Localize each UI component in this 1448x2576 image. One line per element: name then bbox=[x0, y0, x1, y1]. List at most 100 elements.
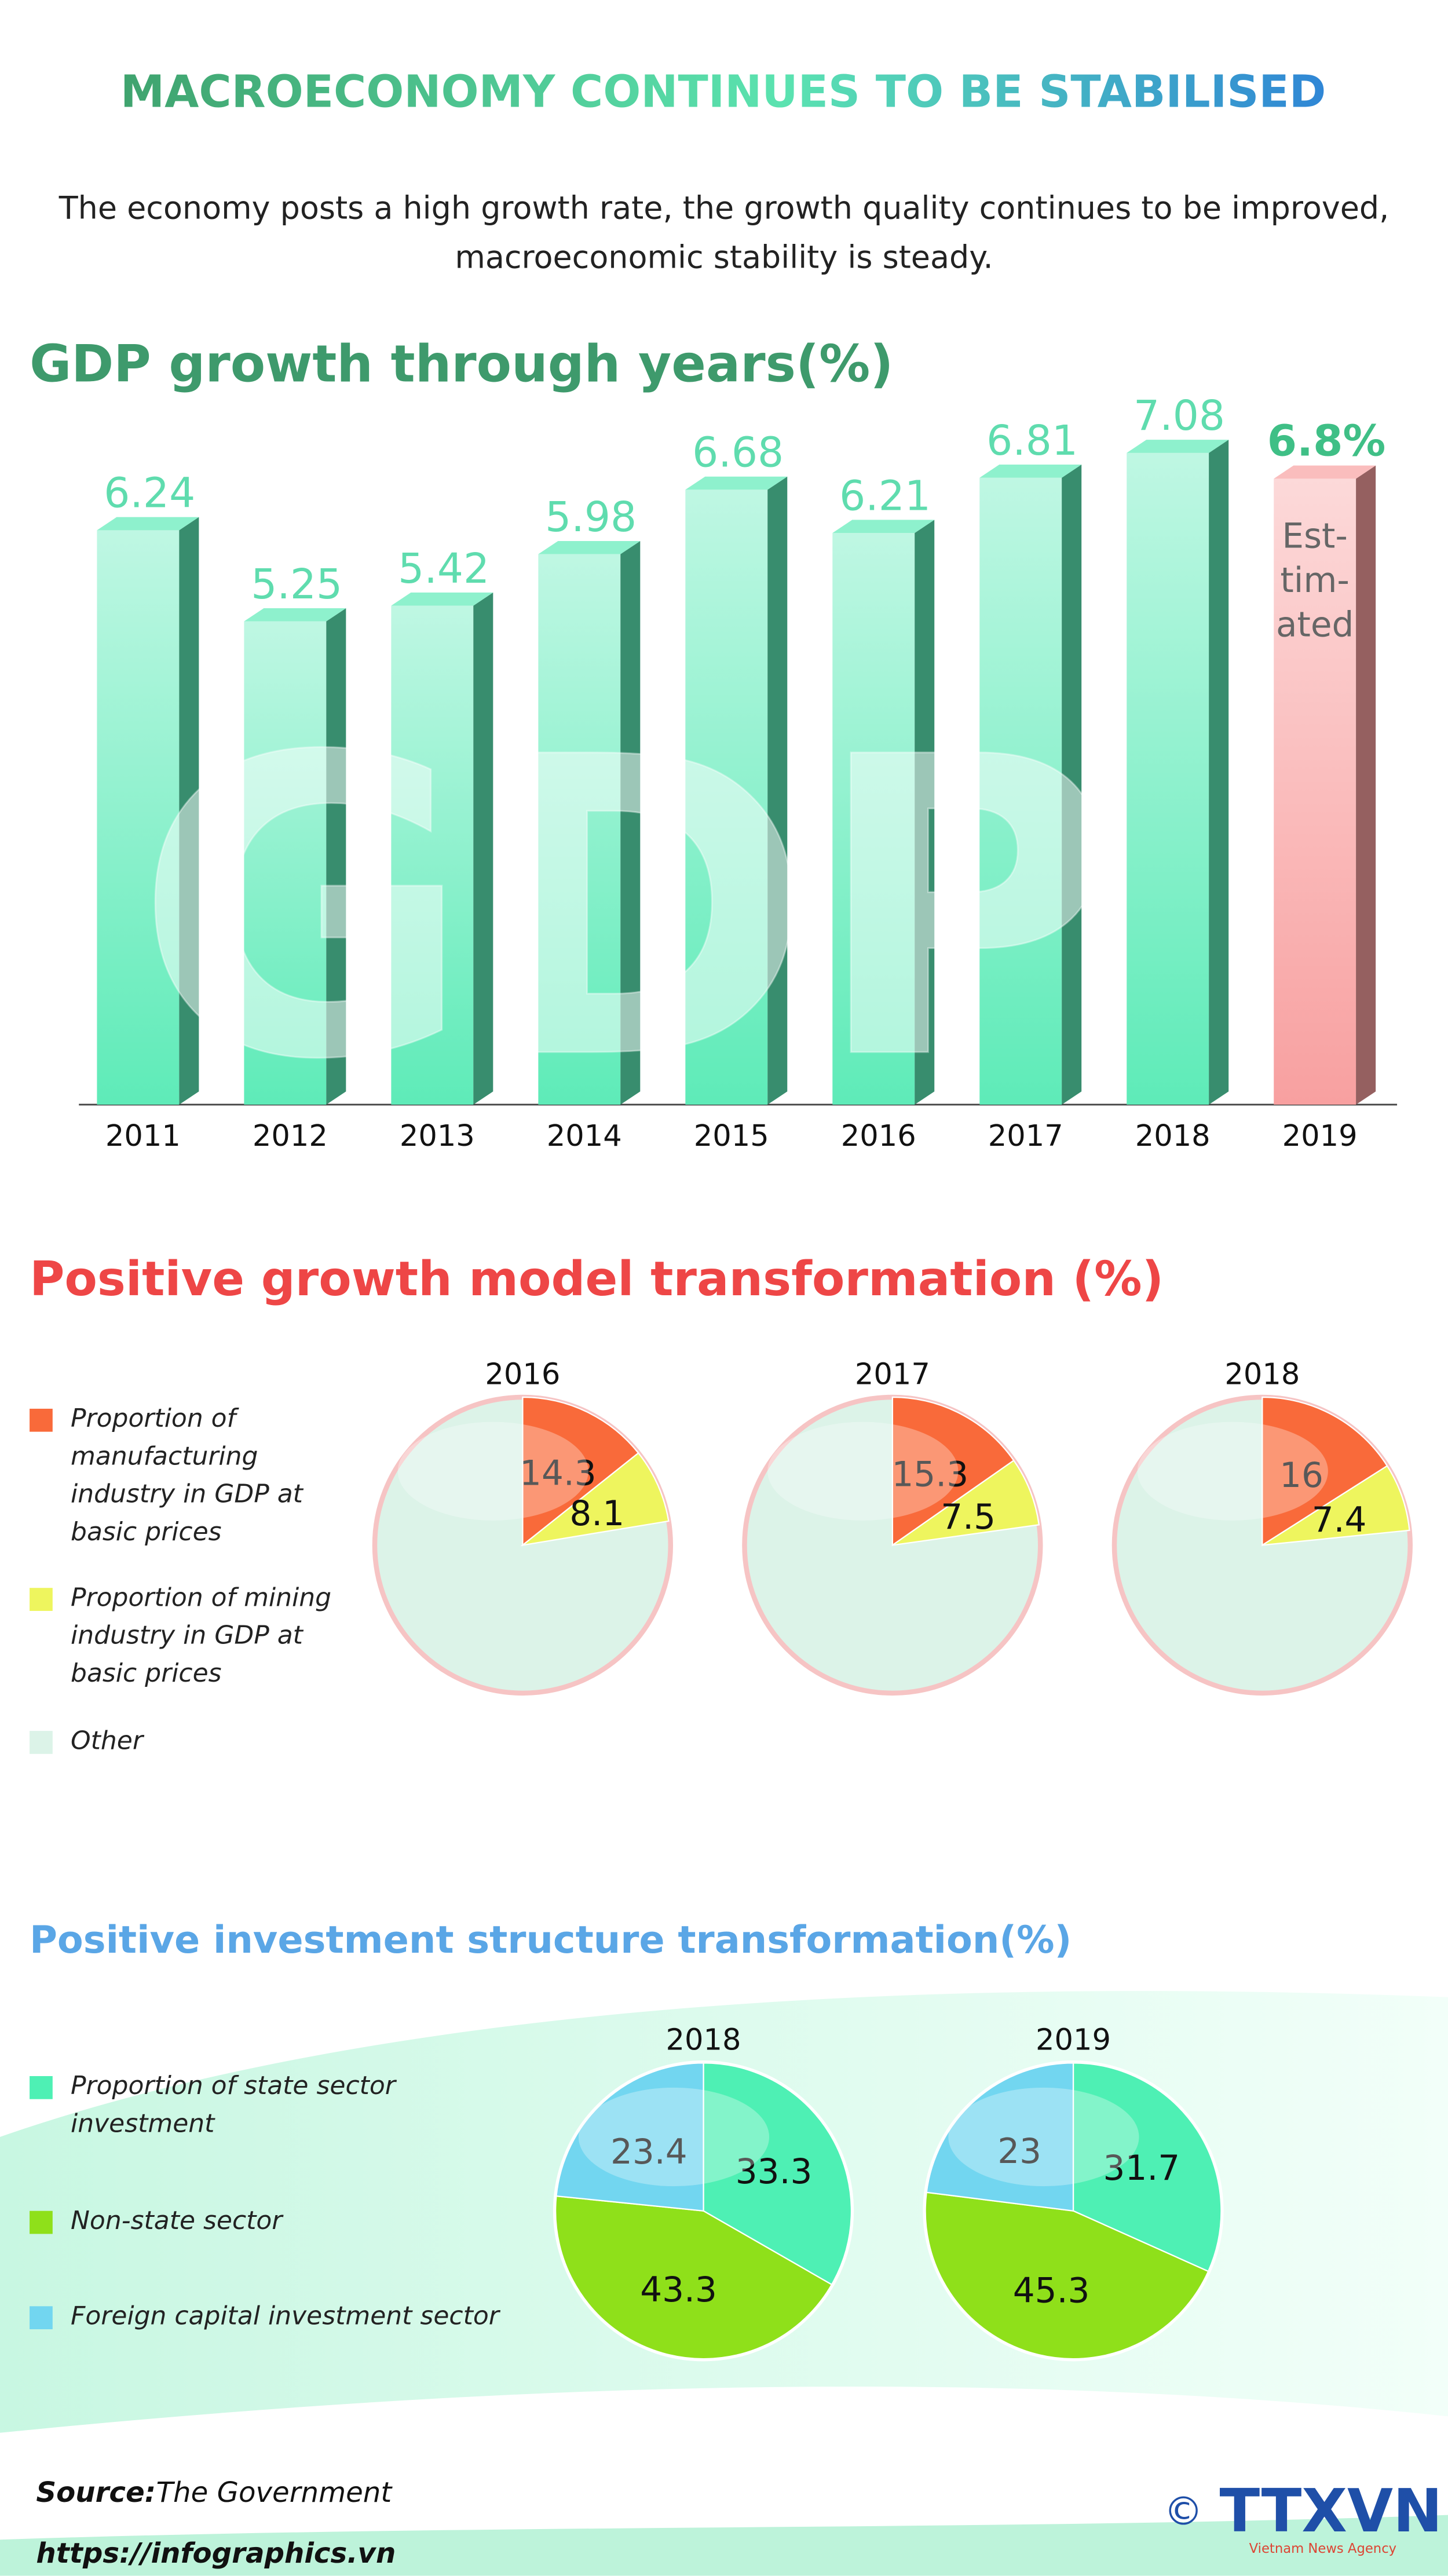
legend-text: Proportion of manufacturing industry in … bbox=[71, 1404, 303, 1547]
annotation: ated bbox=[1276, 605, 1354, 645]
pie-title: 2017 bbox=[855, 1357, 930, 1391]
bar-top bbox=[391, 592, 493, 606]
bar bbox=[832, 533, 915, 1105]
page-title: MACROECONOMY CONTINUES TO BE STABILISED bbox=[120, 66, 1326, 118]
legend-text: Non-state sector bbox=[71, 2206, 283, 2236]
bar-side bbox=[179, 517, 199, 1105]
pie-gloss bbox=[1137, 1422, 1328, 1521]
x-tick-label: 2016 bbox=[841, 1119, 916, 1153]
legend-swatch bbox=[30, 1731, 53, 1754]
data-label: 14.3 bbox=[520, 1454, 597, 1494]
pie-slice bbox=[522, 1396, 639, 1547]
data-label: 5.98 bbox=[545, 493, 637, 541]
x-tick-label: 2014 bbox=[547, 1119, 622, 1153]
section-title: Positive growth model transformation (%) bbox=[30, 1252, 1164, 1307]
data-label: 5.25 bbox=[251, 560, 342, 608]
legend-swatch bbox=[30, 2210, 53, 2234]
bar bbox=[1127, 452, 1209, 1105]
data-label: 7.08 bbox=[1133, 392, 1225, 440]
x-tick-label: 2019 bbox=[1282, 1119, 1358, 1153]
legend-text: Other bbox=[71, 1726, 143, 1756]
bar bbox=[538, 554, 621, 1105]
data-label: 6.8% bbox=[1267, 417, 1386, 466]
pie-slice bbox=[1261, 1396, 1388, 1547]
bar-side bbox=[620, 540, 641, 1105]
legend-text: Proportion of mining industry in GDP at … bbox=[71, 1583, 332, 1689]
annotation: tim- bbox=[1280, 561, 1349, 601]
subtitle: The economy posts a high growth rate, th… bbox=[58, 191, 1390, 276]
pie-slice bbox=[555, 2195, 833, 2360]
chart-title: GDP growth through years(%) bbox=[30, 334, 893, 393]
agency: Vietnam News Agency bbox=[1249, 2541, 1396, 2556]
bar bbox=[685, 489, 768, 1105]
legend-swatch bbox=[30, 2076, 53, 2099]
source-label: Source: bbox=[36, 2476, 156, 2509]
pie-slice bbox=[555, 2062, 704, 2212]
bar-top bbox=[538, 540, 641, 554]
pie-gloss bbox=[948, 2087, 1139, 2187]
pie-slice bbox=[703, 2062, 853, 2286]
bar-top bbox=[97, 517, 199, 531]
bar bbox=[979, 477, 1062, 1105]
pie-title: 2019 bbox=[1036, 2023, 1111, 2058]
bar bbox=[1274, 478, 1356, 1105]
bar-top bbox=[1274, 465, 1376, 479]
data-label: 15.3 bbox=[891, 1455, 968, 1495]
legend-swatch bbox=[30, 2306, 53, 2330]
pie-title: 2016 bbox=[485, 1357, 560, 1391]
watermark: GDP bbox=[135, 671, 1114, 1149]
annotation: Est- bbox=[1282, 517, 1348, 557]
pie-slice bbox=[891, 1396, 1015, 1547]
x-tick-label: 2015 bbox=[694, 1119, 769, 1153]
bar-top bbox=[979, 465, 1082, 478]
pie-gloss bbox=[397, 1422, 588, 1521]
bar-side bbox=[915, 520, 935, 1105]
pie-slice bbox=[892, 1459, 1040, 1546]
data-label: 7.4 bbox=[1312, 1500, 1367, 1540]
data-label: 6.24 bbox=[104, 469, 195, 517]
bar-top bbox=[685, 476, 788, 490]
pie-slice bbox=[1072, 2062, 1222, 2272]
pie-slice bbox=[926, 2062, 1074, 2212]
data-label: 23.4 bbox=[610, 2132, 688, 2172]
data-label: 5.42 bbox=[398, 545, 489, 593]
data-label: 6.68 bbox=[692, 429, 784, 477]
pie-gloss bbox=[767, 1422, 959, 1521]
footer-band bbox=[0, 2515, 1448, 2576]
pie-title: 2018 bbox=[1224, 1357, 1300, 1391]
bar-top bbox=[1127, 440, 1229, 453]
pie-gloss bbox=[578, 2087, 770, 2187]
bar-side bbox=[326, 608, 346, 1105]
x-tick-label: 2011 bbox=[105, 1119, 181, 1153]
data-label: 45.3 bbox=[1013, 2271, 1090, 2311]
x-tick-label: 2012 bbox=[253, 1119, 328, 1153]
data-label: 23 bbox=[997, 2132, 1041, 2172]
legend-text: Proportion of state sector investment bbox=[71, 2071, 396, 2139]
data-label: 31.7 bbox=[1103, 2149, 1180, 2188]
x-tick-label: 2013 bbox=[400, 1119, 475, 1153]
bar bbox=[97, 530, 180, 1105]
bar-side bbox=[1209, 440, 1229, 1105]
data-label: 6.81 bbox=[986, 416, 1078, 465]
data-label: 16 bbox=[1279, 1456, 1323, 1496]
logo: TTXVN bbox=[1220, 2477, 1443, 2546]
data-label: 43.3 bbox=[640, 2270, 717, 2310]
bar-top bbox=[244, 608, 346, 622]
pie-title: 2018 bbox=[666, 2023, 741, 2058]
legend-text: Foreign capital investment sector bbox=[71, 2301, 499, 2331]
data-label: 7.5 bbox=[941, 1497, 996, 1537]
copyright: © bbox=[1164, 2489, 1203, 2535]
pie-slice bbox=[520, 1452, 670, 1547]
pie-slice bbox=[1261, 1465, 1410, 1546]
bar-side bbox=[473, 592, 493, 1105]
x-tick-label: 2017 bbox=[988, 1119, 1063, 1153]
bar bbox=[244, 621, 327, 1105]
data-label: 6.21 bbox=[839, 472, 931, 520]
section-title: Positive investment structure transforma… bbox=[30, 1918, 1072, 1962]
bar bbox=[391, 605, 474, 1105]
x-tick-label: 2018 bbox=[1135, 1119, 1211, 1153]
bar-side bbox=[1356, 465, 1376, 1105]
